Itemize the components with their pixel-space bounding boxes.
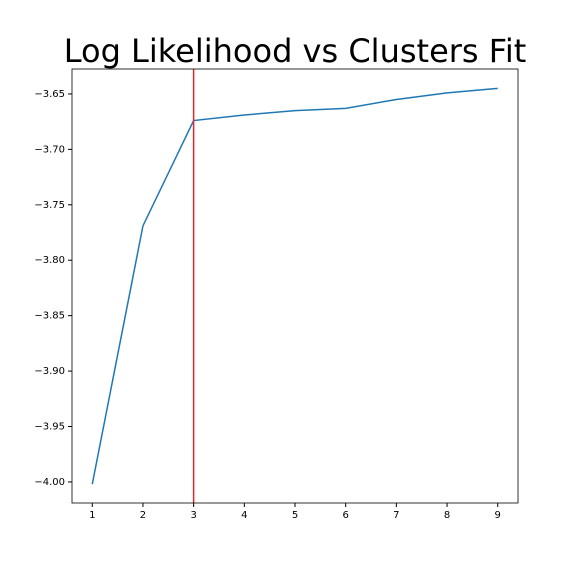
- x-tick-label: 3: [190, 510, 196, 521]
- plot-frame: [71, 68, 519, 504]
- y-tick-label: −3.70: [34, 144, 65, 155]
- x-tick-label: 8: [444, 510, 450, 521]
- y-tick-label: −3.80: [34, 255, 65, 266]
- y-tick-label: −3.65: [34, 89, 65, 100]
- x-tick-label: 6: [342, 510, 348, 521]
- y-tick-label: −3.90: [34, 366, 65, 377]
- x-tick-label: 1: [89, 510, 95, 521]
- x-tick-label: 4: [241, 510, 247, 521]
- line: [91, 87, 498, 485]
- y-tick-label: −3.75: [34, 200, 65, 211]
- y-tick-label: −3.95: [34, 422, 65, 433]
- x-tick-label: 9: [495, 510, 501, 521]
- y-tick-label: −3.85: [34, 311, 65, 322]
- chart-title: Log Likelihood vs Clusters Fit: [64, 32, 527, 70]
- y-tick-label: −4.00: [34, 477, 65, 488]
- x-tick-label: 2: [140, 510, 146, 521]
- x-tick-label: 7: [393, 510, 399, 521]
- x-tick-label: 5: [292, 510, 298, 521]
